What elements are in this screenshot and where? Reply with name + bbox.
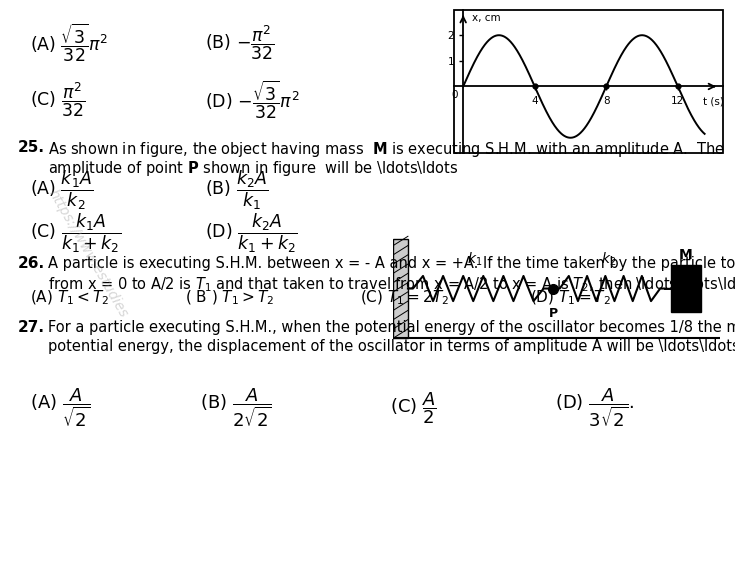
Text: (D) $-\dfrac{\sqrt{3}}{32}\pi^2$: (D) $-\dfrac{\sqrt{3}}{32}\pi^2$ bbox=[205, 79, 300, 121]
Text: (B) $-\dfrac{\pi^2}{32}$: (B) $-\dfrac{\pi^2}{32}$ bbox=[205, 24, 275, 62]
Bar bbox=[671, 265, 700, 312]
Text: (D) $\dfrac{A}{3\sqrt{2}}$.: (D) $\dfrac{A}{3\sqrt{2}}$. bbox=[555, 387, 634, 430]
Text: (C) $\dfrac{k_1 A}{k_1 + k_2}$: (C) $\dfrac{k_1 A}{k_1 + k_2}$ bbox=[30, 211, 121, 254]
Text: (D) $T_1 = T_2$: (D) $T_1 = T_2$ bbox=[530, 289, 611, 307]
Text: (C) $T_1 = 2T_2$: (C) $T_1 = 2T_2$ bbox=[360, 289, 449, 307]
Text: (B) $\dfrac{k_2 A}{k_1}$: (B) $\dfrac{k_2 A}{k_1}$ bbox=[205, 168, 268, 212]
Text: (A) $\dfrac{k_1 A}{k_2}$: (A) $\dfrac{k_1 A}{k_2}$ bbox=[30, 168, 93, 212]
Text: As shown in figure, the object having mass  $\mathbf{M}$ is executing S.H.M. wit: As shown in figure, the object having ma… bbox=[48, 140, 725, 159]
Text: P: P bbox=[549, 307, 558, 320]
Text: x, cm: x, cm bbox=[472, 14, 501, 24]
Text: 26.: 26. bbox=[18, 256, 45, 271]
Text: from x = 0 to A/2 is $T_1$ and that taken to travel from x = A/2 to x = A is $T_: from x = 0 to A/2 is $T_1$ and that take… bbox=[48, 275, 735, 294]
Text: 0: 0 bbox=[451, 90, 458, 100]
Text: 27.: 27. bbox=[18, 320, 45, 335]
Text: amplitude of point $\mathbf{P}$ shown in figure  will be \ldots\ldots: amplitude of point $\mathbf{P}$ shown in… bbox=[48, 159, 459, 178]
Text: (D) $\dfrac{k_2 A}{k_1 + k_2}$: (D) $\dfrac{k_2 A}{k_1 + k_2}$ bbox=[205, 211, 298, 254]
Text: ( B ) $T_1 > T_2$: ( B ) $T_1 > T_2$ bbox=[185, 289, 274, 307]
Text: M: M bbox=[679, 248, 693, 262]
Text: t (s): t (s) bbox=[703, 97, 724, 107]
Text: (A) $T_1 < T_2$: (A) $T_1 < T_2$ bbox=[30, 289, 110, 307]
Text: $k_2$: $k_2$ bbox=[601, 251, 617, 268]
Text: potential energy, the displacement of the oscillator in terms of amplitude A wil: potential energy, the displacement of th… bbox=[48, 339, 735, 354]
Text: (A) $\dfrac{\sqrt{3}}{32}\pi^2$: (A) $\dfrac{\sqrt{3}}{32}\pi^2$ bbox=[30, 22, 109, 64]
Bar bbox=[393, 239, 408, 338]
Text: A particle is executing S.H.M. between x = - A and x = +A. If the time taken by : A particle is executing S.H.M. between x… bbox=[48, 256, 735, 271]
Text: $k_1$: $k_1$ bbox=[467, 251, 483, 268]
Text: https://www.estudies: https://www.estudies bbox=[46, 187, 131, 320]
Text: (A) $\dfrac{A}{\sqrt{2}}$: (A) $\dfrac{A}{\sqrt{2}}$ bbox=[30, 387, 90, 430]
Text: (C) $\dfrac{A}{2}$: (C) $\dfrac{A}{2}$ bbox=[390, 390, 437, 426]
Text: (C) $\dfrac{\pi^2}{32}$: (C) $\dfrac{\pi^2}{32}$ bbox=[30, 81, 85, 119]
Text: For a particle executing S.H.M., when the potential energy of the oscillator bec: For a particle executing S.H.M., when th… bbox=[48, 320, 735, 335]
Text: 25.: 25. bbox=[18, 140, 45, 155]
Text: (B) $\dfrac{A}{2\sqrt{2}}$: (B) $\dfrac{A}{2\sqrt{2}}$ bbox=[200, 387, 272, 430]
